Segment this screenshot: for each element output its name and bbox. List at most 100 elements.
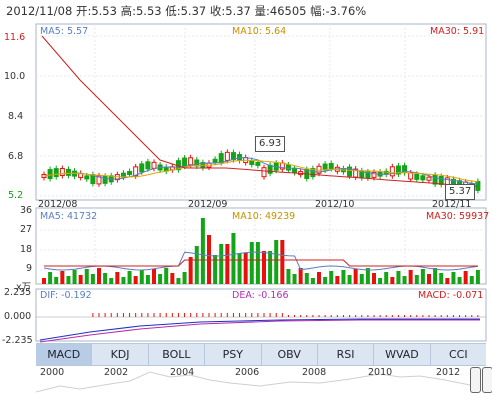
volume-bar [219,244,224,284]
year-label: 2010 [368,367,393,378]
candle-body [408,172,414,180]
candle-body [65,168,71,176]
price-ma30-label: MA30: 5.91 [430,26,485,37]
close-value: 5.37 [225,4,251,18]
ma10-line [43,159,478,183]
tab-rsi[interactable]: RSI [318,344,375,365]
volume-bar [286,269,291,284]
volume-bar [127,271,132,284]
tab-boll[interactable]: BOLL [149,344,206,365]
candle-body [438,176,444,185]
year-label: 2000 [40,367,65,378]
volume-ma5-label: MA5: 41732 [40,211,98,222]
tab-cci[interactable]: CCI [449,348,468,361]
price-x-tick: 2012/09 [188,199,228,210]
tab-kdj[interactable]: KDJ [92,344,149,365]
volume-bar [268,251,273,284]
volume-bar [457,277,462,284]
volume-bar [48,272,53,284]
candle-body [292,167,298,173]
last-price-callout: 5.37 [445,184,476,200]
candle-body [249,160,255,166]
candle-body [145,161,151,170]
volume-bar [359,274,364,284]
volume-ma30-line [44,259,478,267]
year-range-selector[interactable]: 2000 2002 2004 2006 2008 2010 2012 [36,365,486,397]
candle-body [84,175,90,180]
volume-bar [475,270,480,284]
volume-bar [225,244,230,284]
volume-bar [262,251,266,284]
volume-bar [469,276,474,284]
volume-bar [317,272,321,284]
candle-body [59,168,65,177]
macd-dea-label: DEA: -0.166 [232,290,289,301]
volume-bar [133,276,138,284]
overview-sparkline [35,371,471,393]
indicator-tabs: MACD KDJ BOLL PSY OBV RSI WVAD CCI [36,343,486,366]
candle-body [151,161,157,169]
candle-body [188,157,194,166]
volume-bar [42,278,46,284]
candle-body [212,158,218,163]
tab-obv[interactable]: OBV [262,344,318,365]
candle-body [133,166,139,177]
volume-bar [341,270,346,284]
change-value: -3.76% [325,4,367,18]
volume-ma10-label: MA10: 49239 [232,211,296,222]
volume-bar [200,218,205,284]
price-x-tick: 2012/10 [315,199,355,210]
candle-body [267,164,273,174]
volume-bar [60,271,65,284]
candle-body [285,164,291,171]
price-ma5-label: MA5: 5.57 [40,26,89,37]
volume-bar [158,274,163,284]
volume-bar [152,269,156,284]
volume-bar [97,268,101,284]
candle-body [420,175,426,181]
candle-body [395,165,401,175]
volume-bar [170,273,175,284]
range-handle-right[interactable] [482,367,492,393]
price-y-tick: 6.8 [8,151,24,162]
macd-y-tick: -2.235 [2,335,33,346]
range-handle-left[interactable] [470,367,481,393]
year-label: 2002 [104,367,129,378]
volume-bar [402,276,407,284]
volume-bar [378,278,383,284]
volume-bar [408,270,413,284]
volume-bar [109,278,114,284]
volume-bar [231,233,236,284]
candle-body [102,175,108,184]
volume-bar [72,270,77,284]
quote-header: 2012/11/08 开:5.53 高:5.53 低:5.37 收:5.37 量… [6,3,366,19]
volume-bar [176,278,181,284]
volume-bar [90,274,95,284]
volume-bar [451,272,456,284]
price-y-tick: 10.0 [4,71,26,82]
price-x-tick: 2012/11 [432,199,472,210]
volume-y-tick: 9 [26,263,33,274]
volume-bar [414,275,419,284]
overview-line [35,371,471,393]
tab-wvad[interactable]: WVAD [374,344,431,365]
volume-bar [182,272,187,284]
close-label: 收: [209,4,226,18]
quote-date: 2012/11/08 [6,4,73,18]
tab-psy[interactable]: PSY [205,344,262,365]
macd-dif-line [39,318,480,341]
tab-macd[interactable]: MACD [36,344,93,365]
macd-value-label: MACD: -0.071 [418,290,484,301]
candle-body [218,153,224,164]
candle-body [347,166,353,177]
macd-dea-line [39,319,480,343]
volume-bar [323,277,328,284]
candle-body [328,163,334,170]
volume-bar [310,278,315,284]
volume-bar [237,253,242,284]
volume-value: 46505 [269,4,307,18]
open-value: 5.53 [91,4,117,18]
candle-body [96,175,102,185]
volume-bar [329,271,334,284]
